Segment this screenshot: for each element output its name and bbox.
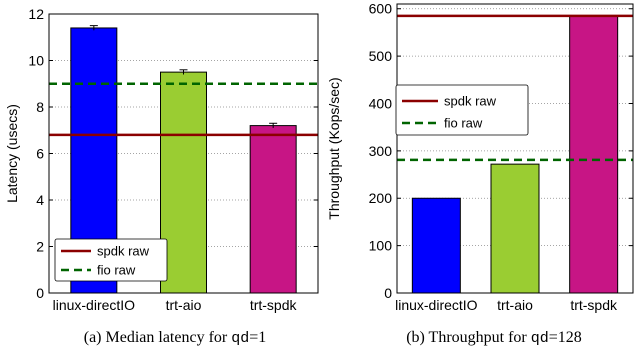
legend-label-spdk-raw: spdk raw [97,244,150,259]
bar-trt-aio [490,163,540,294]
y-tick-label: 0 [36,285,44,301]
y-axis-label: Latency (usecs) [4,104,20,203]
y-tick-label: 400 [369,95,393,111]
y-tick-label: 300 [369,143,393,159]
y-tick-label: 200 [369,190,393,206]
legend-label-fio-raw: fio raw [444,116,483,131]
caption-a: (a) Median latency for qd=1 [84,329,267,347]
x-tick-label: linux-directIO [395,297,478,313]
y-axis-label: Throughput (Kops/sec) [326,77,342,219]
x-tick-label: trt-spdk [250,297,298,313]
x-tick-label: linux-directIO [53,297,136,313]
y-tick-label: 600 [369,1,393,17]
y-tick-label: 2 [36,239,44,255]
bar-linux-directio [411,197,461,294]
legend-label-spdk-raw: spdk raw [444,94,497,109]
y-tick-label: 8 [36,99,44,115]
throughput-chart: 0 100 200 300 400 500 600 linux-directIO trt-aio… [326,1,634,313]
bar-trt-spdk [249,125,297,294]
y-tick-label: 500 [369,48,393,64]
y-tick-label: 6 [36,146,44,162]
y-tick-label: 0 [384,285,392,301]
x-tick-label: trt-aio [497,297,533,313]
y-tick-label: 10 [28,53,44,69]
y-tick-label: 4 [36,192,44,208]
legend-label-fio-raw: fio raw [97,263,136,278]
y-tick-label: 12 [28,6,44,22]
caption-b: (b) Throughput for qd=128 [406,329,582,347]
latency-chart: 0 2 4 6 8 10 12 linux-directIO trt-aio trt-spdk La… [4,6,319,313]
y-tick-label: 100 [369,238,393,254]
bar-trt-spdk [569,15,619,294]
legend-box [54,238,168,282]
plot-frame [396,3,634,294]
x-tick-label: trt-aio [166,297,202,313]
x-tick-label: trt-spdk [570,297,618,313]
